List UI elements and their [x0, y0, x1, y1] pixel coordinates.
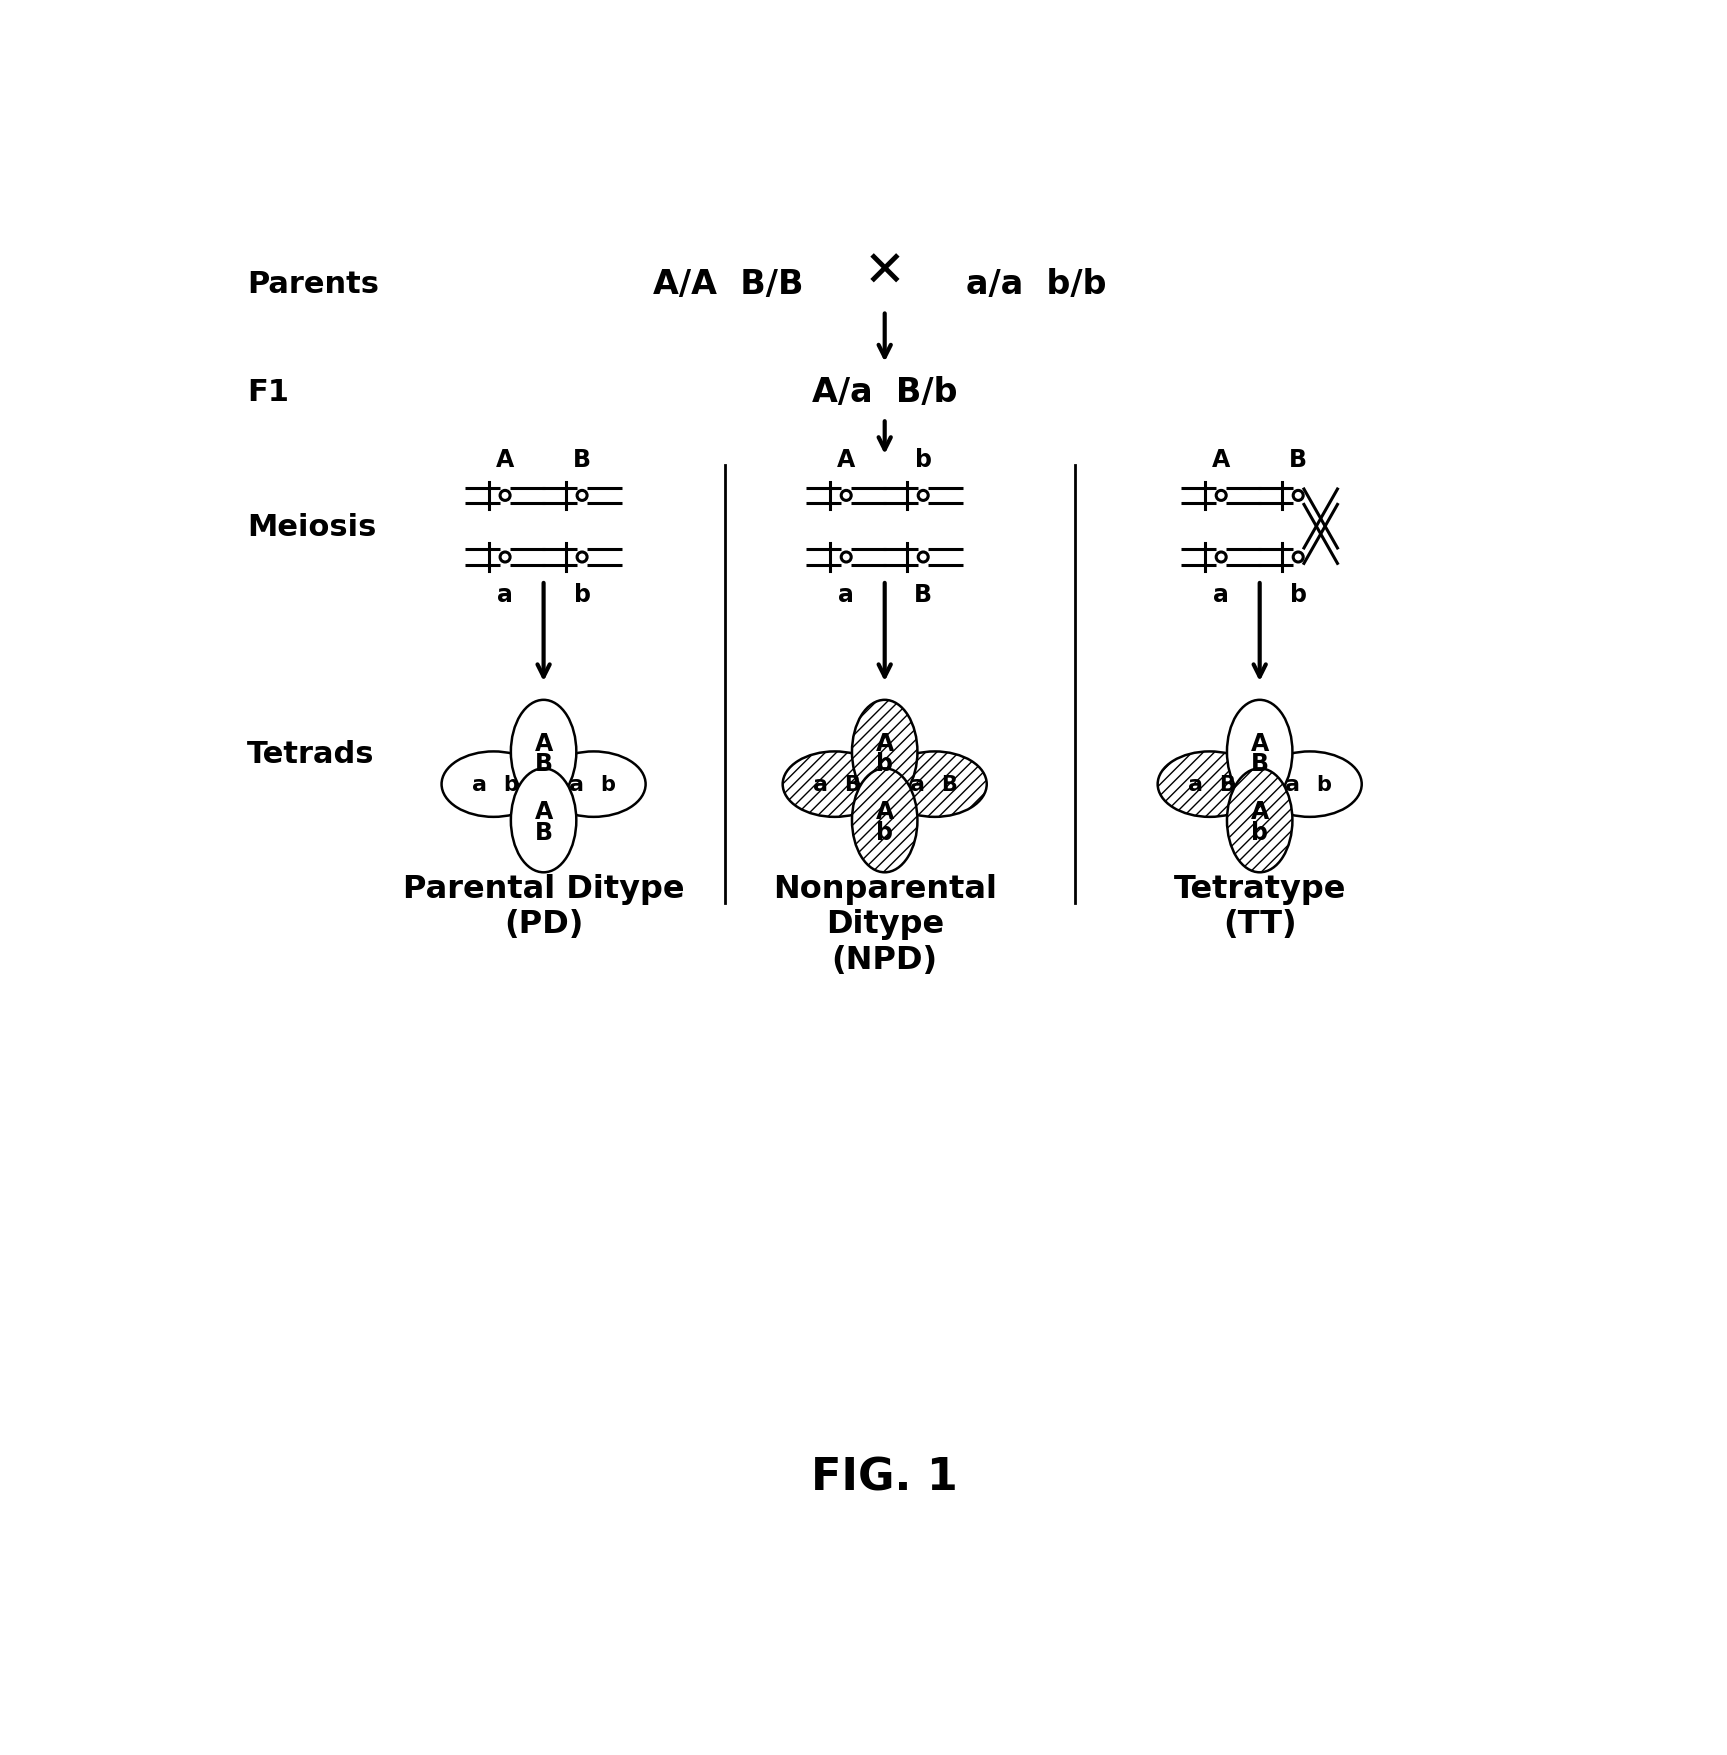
Text: b: b — [503, 774, 518, 795]
Text: b: b — [1316, 774, 1332, 795]
Ellipse shape — [1157, 751, 1262, 818]
Text: A/a  B/b: A/a B/b — [812, 376, 957, 409]
Text: A: A — [496, 448, 515, 472]
Circle shape — [577, 491, 587, 502]
Circle shape — [919, 491, 927, 502]
Circle shape — [501, 491, 509, 502]
Text: Parents: Parents — [247, 270, 380, 298]
Text: B: B — [914, 583, 933, 605]
Text: Meiosis: Meiosis — [247, 512, 376, 541]
Text: A: A — [876, 800, 895, 823]
Circle shape — [841, 553, 851, 563]
Text: b: b — [1250, 820, 1268, 844]
Ellipse shape — [542, 751, 646, 818]
Circle shape — [841, 491, 851, 502]
Text: A: A — [838, 448, 855, 472]
Text: Tetratype
(TT): Tetratype (TT) — [1174, 874, 1345, 941]
Text: B: B — [1250, 751, 1269, 776]
Text: B: B — [573, 448, 591, 472]
Ellipse shape — [782, 751, 886, 818]
Text: A: A — [1250, 800, 1269, 823]
Text: b: b — [573, 583, 591, 605]
Ellipse shape — [851, 700, 917, 804]
Circle shape — [1216, 553, 1226, 563]
Text: a: a — [570, 774, 584, 795]
Text: a: a — [813, 774, 829, 795]
Text: b: b — [915, 448, 931, 472]
Circle shape — [501, 553, 509, 563]
Text: b: b — [876, 751, 893, 776]
Text: ✕: ✕ — [864, 249, 905, 297]
Text: b: b — [876, 820, 893, 844]
Text: b: b — [1290, 583, 1307, 605]
Text: b: b — [599, 774, 615, 795]
Text: a: a — [910, 774, 926, 795]
Text: A: A — [876, 732, 895, 755]
Circle shape — [1294, 553, 1304, 563]
Text: a: a — [1214, 583, 1230, 605]
Text: a: a — [471, 774, 487, 795]
Text: B: B — [535, 820, 553, 844]
Ellipse shape — [882, 751, 986, 818]
Circle shape — [919, 553, 927, 563]
Ellipse shape — [511, 769, 577, 872]
Text: F1: F1 — [247, 377, 288, 407]
Text: A: A — [534, 800, 553, 823]
Ellipse shape — [442, 751, 546, 818]
Text: Nonparental
Ditype
(NPD): Nonparental Ditype (NPD) — [772, 874, 996, 976]
Text: a: a — [497, 583, 513, 605]
Text: A: A — [1212, 448, 1230, 472]
Text: B: B — [1288, 448, 1307, 472]
Text: a: a — [838, 583, 855, 605]
Text: Tetrads: Tetrads — [247, 739, 375, 769]
Text: a: a — [1285, 774, 1300, 795]
Text: FIG. 1: FIG. 1 — [812, 1457, 958, 1499]
Circle shape — [1294, 491, 1304, 502]
Text: a: a — [1188, 774, 1204, 795]
Text: A: A — [534, 732, 553, 755]
Text: B: B — [845, 774, 860, 795]
Circle shape — [577, 553, 587, 563]
Text: B: B — [535, 751, 553, 776]
Ellipse shape — [1226, 769, 1292, 872]
Text: A: A — [1250, 732, 1269, 755]
Circle shape — [1216, 491, 1226, 502]
Ellipse shape — [511, 700, 577, 804]
Ellipse shape — [851, 769, 917, 872]
Text: A/A  B/B: A/A B/B — [653, 269, 803, 300]
Text: B: B — [1219, 774, 1235, 795]
Text: B: B — [941, 774, 957, 795]
Ellipse shape — [1226, 700, 1292, 804]
Text: Parental Ditype
(PD): Parental Ditype (PD) — [402, 874, 684, 941]
Text: a/a  b/b: a/a b/b — [965, 269, 1105, 300]
Ellipse shape — [1257, 751, 1361, 818]
